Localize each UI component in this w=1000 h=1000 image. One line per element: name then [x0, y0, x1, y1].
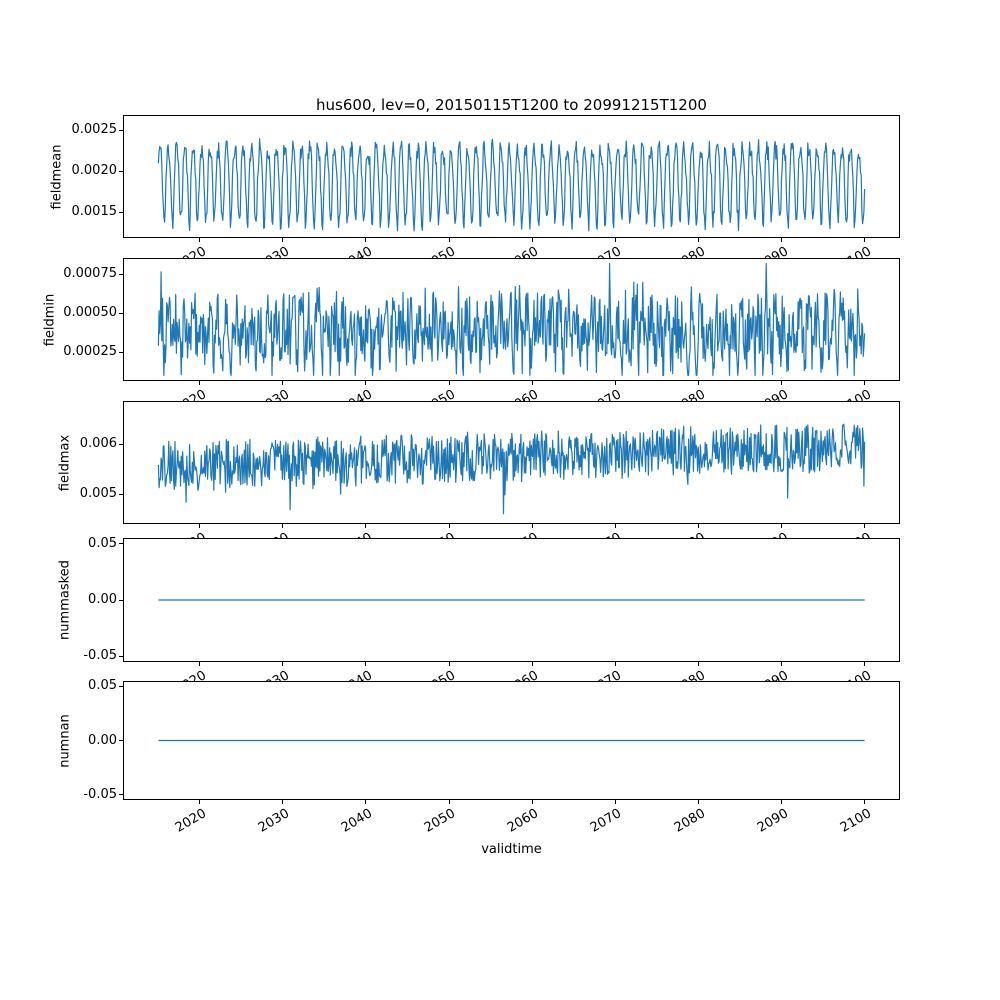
y-tick-mark — [119, 273, 123, 275]
y-tick-mark — [119, 655, 123, 657]
y-tick-label: 0.05 — [88, 678, 117, 694]
axes-numnan — [123, 681, 900, 800]
x-tick-mark — [365, 662, 367, 666]
x-tick-mark — [781, 800, 783, 804]
x-tick-mark — [781, 524, 783, 528]
plot-area-fieldmin — [157, 262, 866, 377]
x-tick-mark — [199, 238, 201, 242]
y-tick-mark — [119, 685, 123, 687]
x-tick-mark — [199, 381, 201, 385]
y-tick-label: 0.00 — [88, 732, 117, 748]
x-tick-mark — [448, 381, 450, 385]
x-tick-mark — [531, 381, 533, 385]
x-tick-mark — [282, 381, 284, 385]
x-tick-mark — [531, 800, 533, 804]
y-tick-mark — [119, 794, 123, 796]
x-tick-mark — [531, 524, 533, 528]
y-tick-mark — [119, 170, 123, 172]
y-tick-label: 0.0025 — [71, 122, 118, 138]
x-tick-mark — [282, 238, 284, 242]
y-tick-label: 0.00025 — [63, 344, 117, 360]
x-tick-mark — [365, 381, 367, 385]
x-tick-mark — [199, 662, 201, 666]
y-tick-label: 0.00075 — [63, 266, 117, 282]
x-tick-mark — [698, 381, 700, 385]
axes-nummasked — [123, 538, 900, 662]
x-tick-mark — [614, 524, 616, 528]
series-line-fieldmax — [157, 423, 866, 515]
y-tick-mark — [119, 493, 123, 495]
x-tick-mark — [365, 800, 367, 804]
x-tick-mark — [282, 524, 284, 528]
series-line-fieldmin — [157, 262, 866, 377]
y-tick-mark — [119, 351, 123, 353]
axes-fieldmax — [123, 401, 900, 524]
plot-area-fieldmean — [157, 138, 866, 232]
x-tick-mark — [781, 238, 783, 242]
series-line-fieldmean — [157, 138, 866, 232]
x-tick-mark — [365, 238, 367, 242]
x-tick-mark — [781, 662, 783, 666]
x-tick-mark — [365, 524, 367, 528]
y-tick-mark — [119, 543, 123, 545]
axes-fieldmin — [123, 258, 900, 381]
x-tick-mark — [448, 800, 450, 804]
y-tick-label: 0.006 — [79, 436, 117, 452]
plot-area-numnan — [158, 739, 865, 742]
x-tick-mark — [781, 381, 783, 385]
y-tick-mark — [119, 211, 123, 213]
y-tick-mark — [119, 129, 123, 131]
axes-fieldmean — [123, 115, 900, 238]
x-axis-label: validtime — [481, 842, 542, 857]
x-tick-mark — [614, 238, 616, 242]
x-tick-mark — [614, 662, 616, 666]
y-tick-label: -0.05 — [83, 786, 117, 802]
y-tick-label: -0.05 — [83, 648, 117, 664]
x-tick-mark — [698, 524, 700, 528]
x-tick-mark — [282, 800, 284, 804]
y-tick-label: 0.00050 — [63, 305, 117, 321]
x-tick-mark — [199, 524, 201, 528]
x-tick-mark — [531, 238, 533, 242]
x-tick-mark — [864, 524, 866, 528]
y-tick-label: 0.00 — [88, 592, 117, 607]
x-tick-mark — [614, 381, 616, 385]
y-tick-label: 0.05 — [88, 535, 117, 551]
y-tick-mark — [119, 312, 123, 314]
x-tick-mark — [448, 238, 450, 242]
x-tick-mark — [864, 238, 866, 242]
x-tick-mark — [864, 662, 866, 666]
x-tick-mark — [864, 800, 866, 804]
x-tick-mark — [448, 524, 450, 528]
y-tick-mark — [119, 599, 123, 601]
y-tick-label: 0.0020 — [71, 163, 118, 179]
x-tick-mark — [531, 662, 533, 666]
y-tick-label: 0.005 — [79, 486, 117, 502]
x-tick-mark — [698, 238, 700, 242]
y-tick-mark — [119, 740, 123, 741]
plot-area-fieldmax — [157, 423, 866, 515]
chart-title: hus600, lev=0, 20150115T1200 to 20991215… — [316, 96, 707, 114]
x-tick-mark — [199, 800, 201, 804]
x-tick-mark — [864, 381, 866, 385]
plot-area-nummasked — [158, 599, 865, 601]
x-tick-mark — [448, 662, 450, 666]
y-tick-label: 0.0015 — [71, 204, 118, 220]
x-tick-mark — [614, 800, 616, 804]
y-tick-mark — [119, 443, 123, 445]
x-tick-mark — [698, 662, 700, 666]
x-tick-mark — [282, 662, 284, 666]
x-tick-mark — [698, 800, 700, 804]
